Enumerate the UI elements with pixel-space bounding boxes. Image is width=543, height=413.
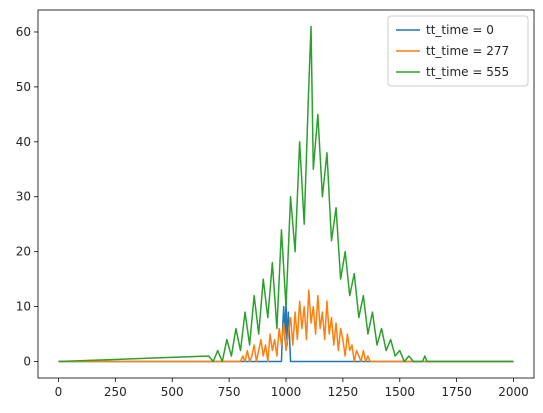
y-tick-label: 60 — [16, 25, 31, 39]
x-tick-label: 1250 — [328, 385, 359, 399]
legend-label-2: tt_time = 555 — [426, 65, 509, 79]
x-tick-label: 1000 — [271, 385, 302, 399]
x-axis-ticks: 0 250 500 750 1000 1250 1500 1750 2000 — [55, 378, 529, 399]
x-tick-label: 750 — [218, 385, 241, 399]
x-tick-label: 250 — [104, 385, 127, 399]
series-line-1 — [58, 289, 514, 363]
legend-box — [387, 15, 529, 87]
y-tick-label: 20 — [16, 245, 31, 259]
y-tick-label: 50 — [16, 80, 31, 94]
x-tick-label: 2000 — [498, 385, 529, 399]
series-line-2 — [58, 25, 514, 363]
series-lines — [58, 25, 514, 363]
legend-label-0: tt_time = 0 — [426, 23, 494, 37]
x-tick-label: 1750 — [441, 385, 472, 399]
y-axis-ticks: 0 10 20 30 40 50 60 — [16, 25, 38, 369]
y-tick-label: 10 — [16, 300, 31, 314]
legend-label-1: tt_time = 277 — [426, 44, 509, 58]
y-tick-label: 0 — [23, 355, 31, 369]
legend: tt_time = 0 tt_time = 277 tt_time = 555 — [387, 15, 529, 87]
x-tick-label: 0 — [55, 385, 63, 399]
y-tick-label: 30 — [16, 190, 31, 204]
x-tick-label: 500 — [161, 385, 184, 399]
y-tick-label: 40 — [16, 135, 31, 149]
x-tick-label: 1500 — [384, 385, 415, 399]
